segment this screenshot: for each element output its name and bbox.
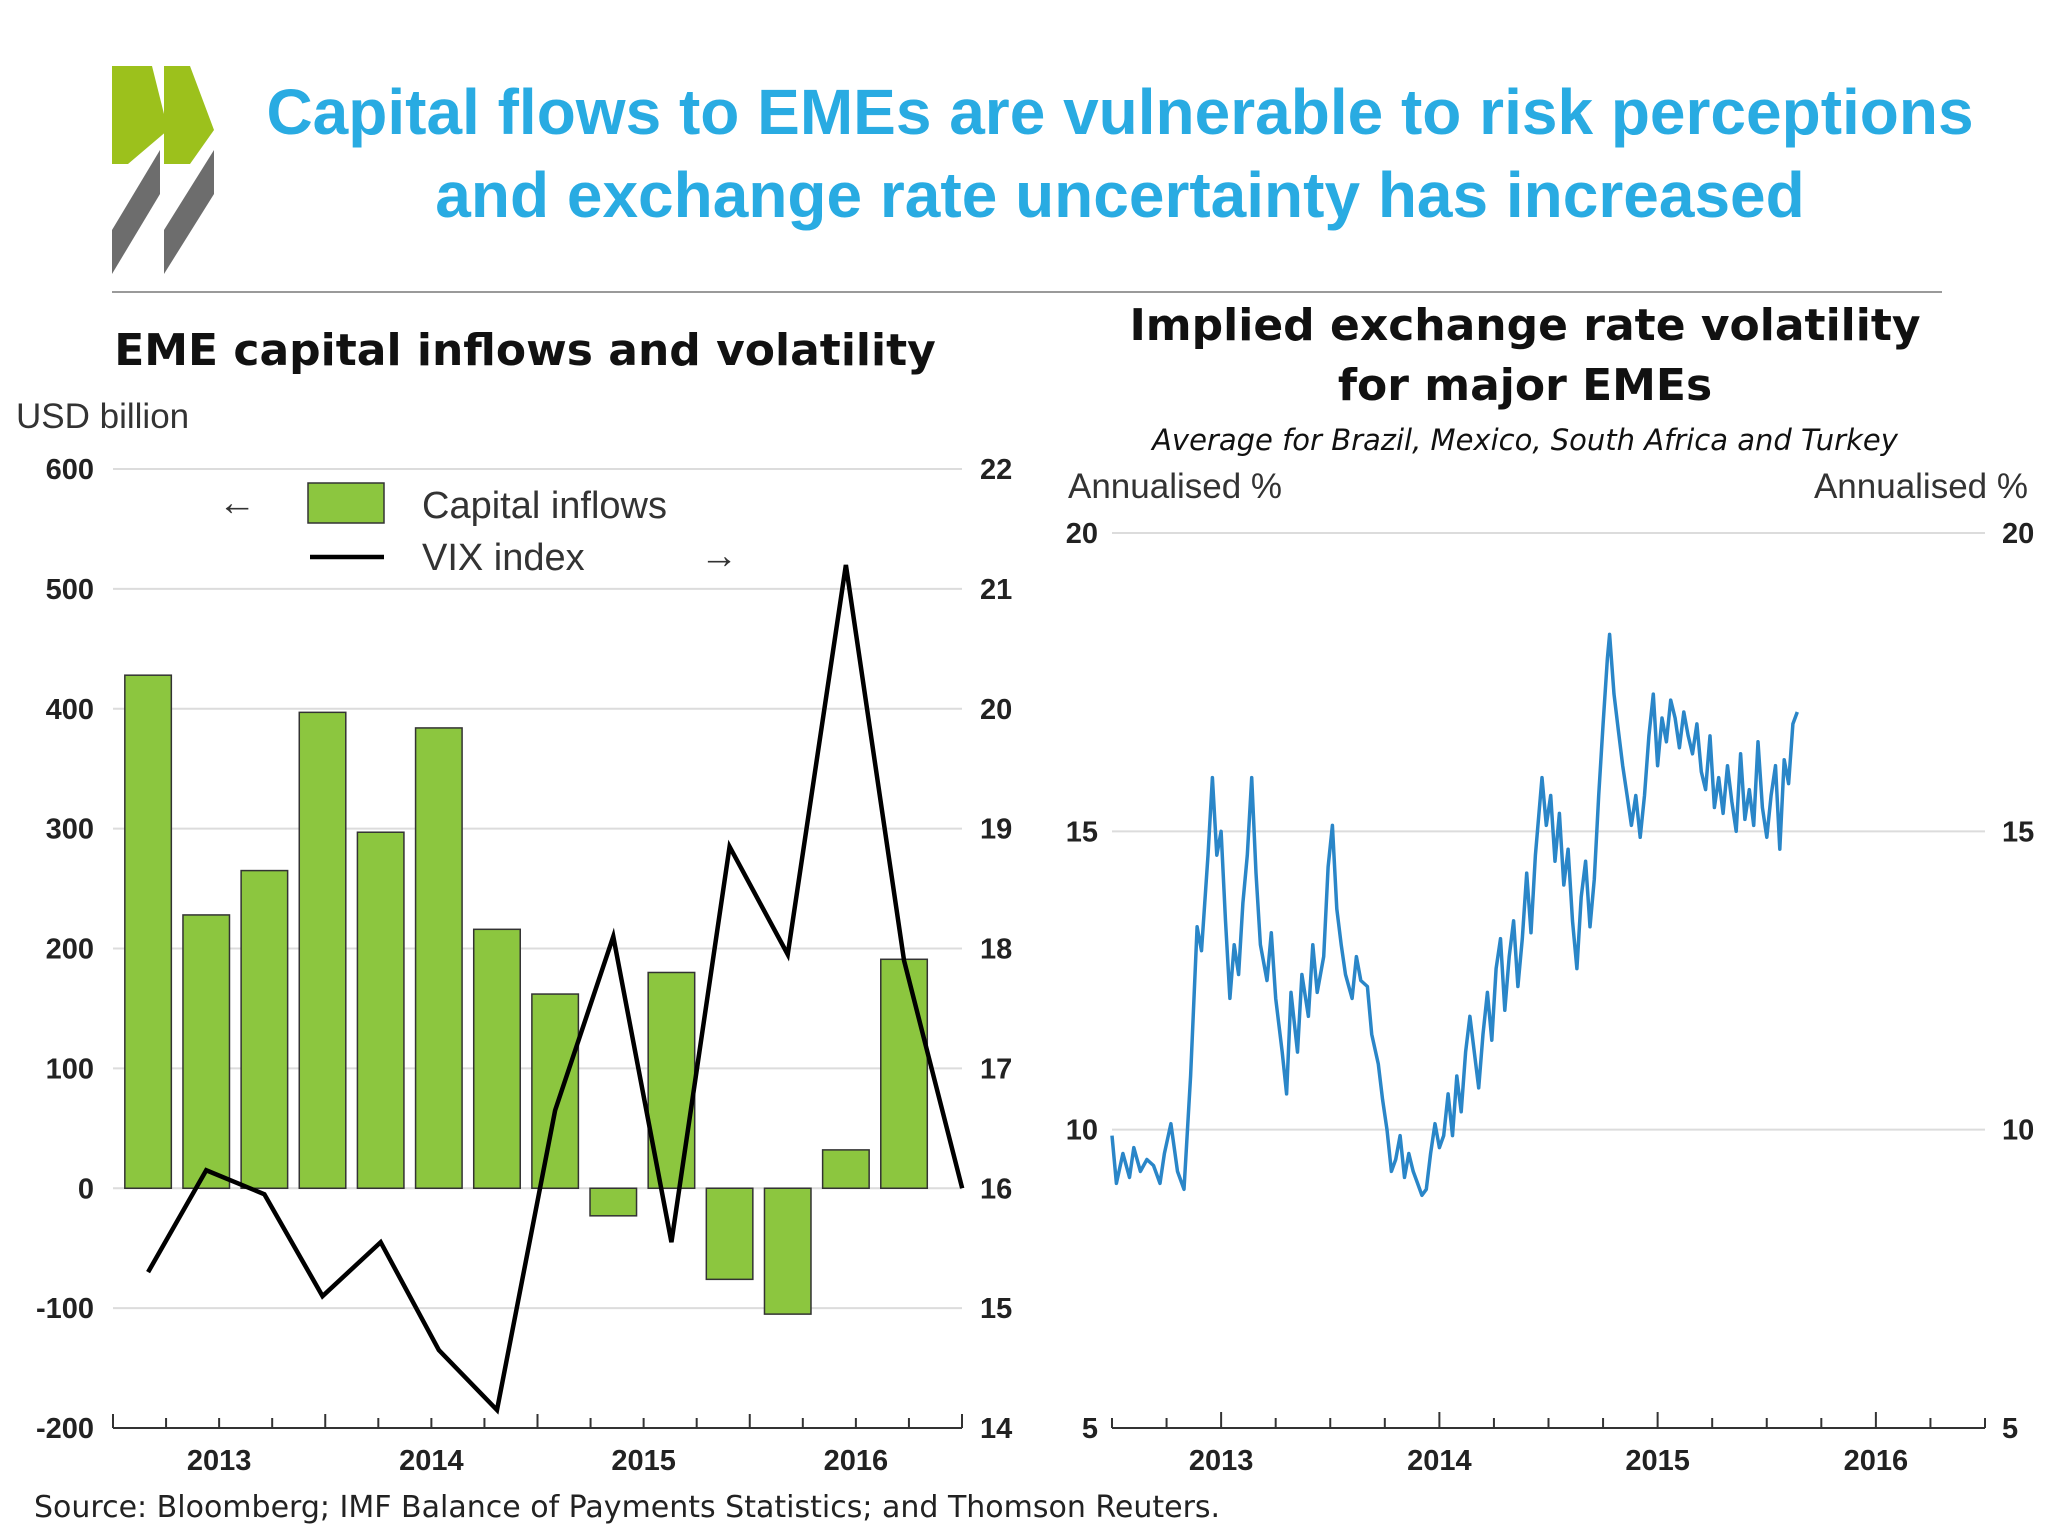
right-chart-left-tick-label: 15 bbox=[1066, 816, 1098, 848]
left-axis-unit: USD billion bbox=[16, 397, 189, 436]
right-axis-tick-label: 21 bbox=[980, 574, 1012, 606]
right-chart-right-unit: Annualised % bbox=[1814, 467, 2028, 506]
slide-title-line-1: Capital flows to EMEs are vulnerable to … bbox=[266, 76, 1974, 148]
right-x-axis-label: 2015 bbox=[1625, 1445, 1690, 1477]
right-x-axis-label: 2014 bbox=[1407, 1445, 1472, 1477]
logo-gray-chevron-left bbox=[112, 150, 160, 274]
capital-inflow-bar bbox=[414, 727, 463, 1189]
implied-volatility-line bbox=[1110, 632, 1799, 1198]
left-axis-tick-label: 200 bbox=[46, 934, 94, 966]
right-axis-tick-label: 20 bbox=[980, 694, 1012, 726]
capital-inflow-bar bbox=[763, 1187, 812, 1315]
logo-green-chevron-right bbox=[164, 66, 214, 164]
right-axis-tick-label: 16 bbox=[980, 1173, 1012, 1205]
capital-inflow-bar bbox=[124, 674, 173, 1189]
capital-inflow-bar bbox=[298, 711, 347, 1189]
right-axis-tick-label: 18 bbox=[980, 934, 1012, 966]
right-x-axis-label: 2013 bbox=[1189, 1445, 1254, 1477]
left-axis-tick-label: 400 bbox=[46, 694, 94, 726]
right-axis-tick-label: 15 bbox=[980, 1293, 1012, 1325]
left-x-axis-label: 2013 bbox=[187, 1445, 252, 1477]
capital-inflow-bar bbox=[705, 1187, 754, 1281]
right-chart-title-line-1: Implied exchange rate volatility bbox=[1129, 300, 1921, 351]
left-axis-tick-label: 600 bbox=[46, 454, 94, 486]
capital-inflow-bar bbox=[356, 831, 405, 1189]
oecd-logo-icon bbox=[112, 66, 214, 274]
capital-inflow-bar bbox=[240, 869, 289, 1189]
capital-inflow-bar bbox=[182, 914, 231, 1189]
right-chart-title-line-2: for major EMEs bbox=[1337, 360, 1713, 411]
left-axis-tick-label: 100 bbox=[46, 1053, 94, 1085]
right-chart-left-tick-label: 5 bbox=[1082, 1413, 1098, 1445]
left-axis-tick-label: 0 bbox=[78, 1173, 94, 1205]
capital-inflow-bar bbox=[472, 928, 521, 1189]
left-axis-tick-label: -200 bbox=[36, 1413, 94, 1445]
right-chart-left-unit: Annualised % bbox=[1068, 467, 1282, 506]
capital-inflow-bar bbox=[589, 1187, 638, 1217]
left-axis-tick-label: 500 bbox=[46, 574, 94, 606]
title-separator bbox=[112, 291, 1942, 293]
logo-gray-chevron-right bbox=[164, 150, 214, 274]
right-axis-tick-label: 17 bbox=[980, 1053, 1012, 1085]
legend-bar-label: Capital inflows bbox=[422, 485, 667, 527]
left-axis-tick-label: -100 bbox=[36, 1293, 94, 1325]
legend-bar-swatch bbox=[307, 482, 385, 524]
right-chart-subtitle: Average for Brazil, Mexico, South Africa… bbox=[1152, 423, 1898, 457]
source-note: Source: Bloomberg; IMF Balance of Paymen… bbox=[34, 1490, 1221, 1525]
slide-title-line-2: and exchange rate uncertainty has increa… bbox=[435, 159, 1805, 231]
right-chart-right-tick-label: 5 bbox=[2002, 1413, 2018, 1445]
right-chart-right-tick-label: 10 bbox=[2002, 1115, 2034, 1147]
left-x-axis-label: 2016 bbox=[824, 1445, 889, 1477]
left-x-axis-label: 2015 bbox=[611, 1445, 676, 1477]
right-axis-tick-label: 14 bbox=[980, 1413, 1012, 1445]
left-chart-title: EME capital inflows and volatility bbox=[114, 325, 936, 376]
logo-green-chevron-left bbox=[112, 66, 168, 164]
right-chart-left-tick-label: 20 bbox=[1066, 518, 1098, 550]
right-x-axis-label: 2016 bbox=[1844, 1445, 1909, 1477]
legend-line-label: VIX index bbox=[422, 537, 585, 579]
left-x-axis-label: 2014 bbox=[399, 1445, 464, 1477]
vix-index-line bbox=[146, 564, 965, 1415]
right-axis-tick-label: 19 bbox=[980, 814, 1012, 846]
capital-inflow-bar bbox=[821, 1149, 870, 1190]
capital-inflow-bar bbox=[531, 993, 580, 1189]
right-chart-right-tick-label: 20 bbox=[2002, 518, 2034, 550]
right-chart-left-tick-label: 10 bbox=[1066, 1115, 1098, 1147]
left-axis-arrow-icon: ← bbox=[218, 482, 256, 524]
right-chart-right-tick-label: 15 bbox=[2002, 816, 2034, 848]
left-axis-tick-label: 300 bbox=[46, 814, 94, 846]
right-axis-tick-label: 22 bbox=[980, 454, 1012, 486]
right-axis-arrow-icon: → bbox=[700, 535, 738, 577]
